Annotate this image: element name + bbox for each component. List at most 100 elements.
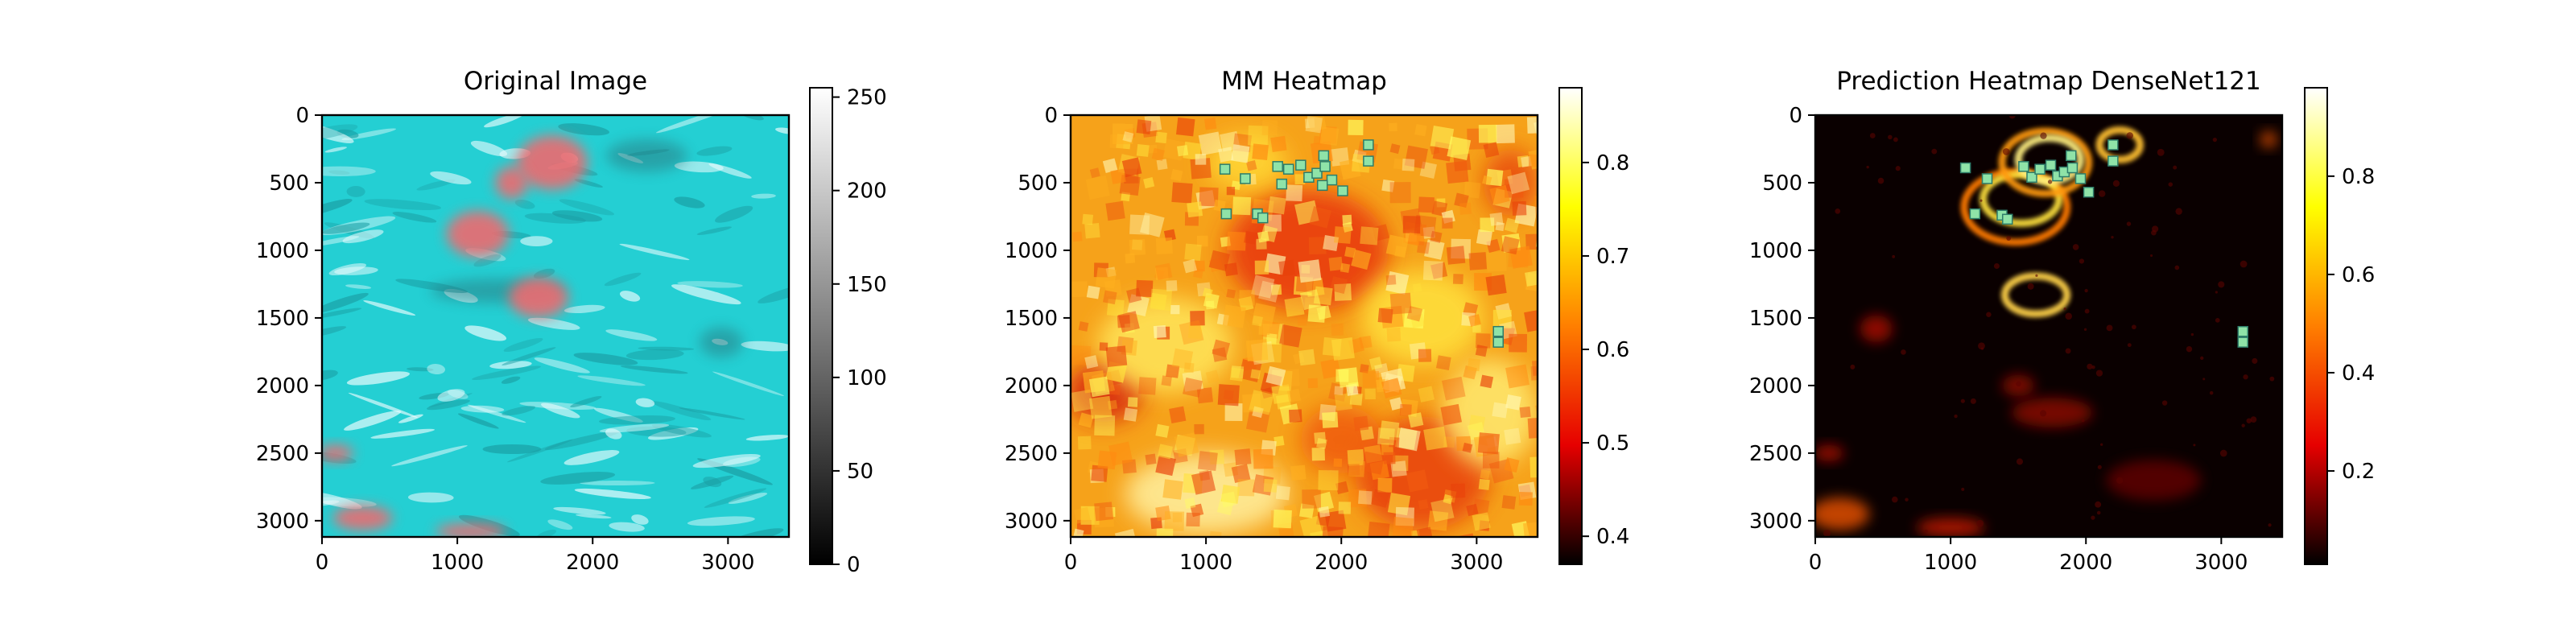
texture-tile bbox=[1260, 225, 1278, 243]
texture-streak bbox=[559, 199, 614, 216]
noise-speck bbox=[2112, 180, 2120, 187]
texture-tile bbox=[1122, 131, 1134, 142]
texture-tile bbox=[1112, 123, 1133, 145]
texture-tile bbox=[1161, 375, 1172, 386]
texture-streak bbox=[392, 212, 437, 223]
texture-tile bbox=[1273, 509, 1292, 529]
texture-tile bbox=[1339, 158, 1361, 180]
texture-tile bbox=[1400, 398, 1418, 417]
noise-speck bbox=[2095, 501, 2102, 508]
red-cloud-blob bbox=[517, 135, 588, 190]
texture-tile bbox=[1517, 155, 1530, 167]
texture-tile bbox=[1392, 516, 1414, 537]
texture-streak bbox=[345, 284, 372, 289]
texture-streak bbox=[775, 127, 789, 134]
noise-speck bbox=[2193, 444, 2196, 447]
texture-tile bbox=[1385, 275, 1397, 286]
texture-tile bbox=[1105, 506, 1116, 518]
texture-tile bbox=[1177, 145, 1189, 157]
texture-streak bbox=[687, 516, 755, 526]
texture-tile bbox=[1108, 441, 1133, 466]
texture-tile bbox=[1347, 449, 1364, 467]
texture-tile bbox=[1173, 448, 1188, 464]
annotation-marker bbox=[1492, 336, 1504, 348]
texture-tile bbox=[1504, 179, 1524, 198]
texture-tile bbox=[1351, 249, 1372, 270]
texture-tile bbox=[1531, 359, 1538, 376]
texture-tile bbox=[1307, 378, 1319, 389]
texture-tile bbox=[1170, 168, 1183, 182]
texture-streak bbox=[473, 254, 502, 267]
texture-tile bbox=[1155, 455, 1176, 477]
texture-streak bbox=[334, 266, 378, 275]
colorbar-tick-label: 0.2 bbox=[2342, 460, 2375, 484]
texture-streak bbox=[482, 444, 542, 455]
annotation-marker bbox=[2237, 325, 2248, 337]
texture-tile bbox=[1250, 369, 1261, 380]
noise-speck bbox=[2150, 254, 2153, 258]
texture-tile bbox=[1386, 327, 1402, 342]
noise-speck bbox=[2215, 317, 2220, 323]
texture-tile bbox=[1468, 252, 1488, 270]
texture-tile bbox=[1251, 303, 1276, 328]
texture-tile bbox=[1282, 369, 1300, 387]
texture-streak bbox=[674, 196, 705, 208]
colorbar-tick-label: 0.5 bbox=[1596, 431, 1629, 456]
texture-tile bbox=[1314, 431, 1327, 444]
texture-tile bbox=[1430, 126, 1455, 150]
texture-tile bbox=[1377, 427, 1395, 445]
texture-tile bbox=[1299, 515, 1323, 537]
noise-speck bbox=[2215, 291, 2218, 294]
texture-streak bbox=[502, 406, 536, 416]
annotation-marker bbox=[1363, 139, 1374, 151]
noise-speck bbox=[1978, 342, 1985, 350]
noise-speck bbox=[1835, 208, 1841, 214]
y-tick-label: 1500 bbox=[1005, 307, 1058, 331]
texture-tile bbox=[1126, 287, 1142, 303]
panel-title: Original Image bbox=[464, 67, 647, 96]
annotation-marker bbox=[1240, 173, 1251, 184]
texture-tile bbox=[1205, 300, 1215, 310]
dark-patch bbox=[606, 139, 687, 172]
texture-tile bbox=[1478, 478, 1490, 490]
noise-speck bbox=[2218, 281, 2225, 288]
noise-speck bbox=[2152, 225, 2159, 233]
noise-speck bbox=[2250, 416, 2257, 423]
texture-tile bbox=[1270, 284, 1282, 295]
texture-tile bbox=[1166, 364, 1180, 378]
colorbar-tick-label: 0.8 bbox=[1596, 151, 1629, 175]
x-tick-label: 2000 bbox=[566, 551, 619, 575]
texture-tile bbox=[1153, 324, 1166, 339]
texture-tile bbox=[1480, 469, 1491, 480]
texture-tile bbox=[1385, 234, 1410, 258]
texture-streak bbox=[677, 281, 743, 288]
texture-tile bbox=[1422, 260, 1443, 281]
texture-tile bbox=[1441, 376, 1466, 401]
texture-tile bbox=[1288, 409, 1302, 423]
texture-tile bbox=[1447, 136, 1472, 161]
texture-tile bbox=[1136, 279, 1154, 298]
noise-speck bbox=[2083, 328, 2087, 331]
texture-tile bbox=[1151, 147, 1166, 161]
noise-speck bbox=[2268, 523, 2272, 527]
y-tick-label: 2500 bbox=[1005, 442, 1058, 466]
texture-tile bbox=[1496, 124, 1515, 144]
texture-tile bbox=[1399, 403, 1412, 416]
texture-tile bbox=[1352, 149, 1367, 164]
texture-streak bbox=[671, 284, 741, 305]
axes-frame bbox=[320, 114, 791, 539]
texture-streak bbox=[745, 435, 789, 441]
texture-tile bbox=[1212, 339, 1231, 358]
texture-tile bbox=[1105, 345, 1128, 367]
texture-tile bbox=[1095, 267, 1117, 289]
texture-streak bbox=[605, 428, 622, 440]
texture-tile bbox=[1234, 448, 1252, 466]
texture-tile bbox=[1353, 415, 1369, 431]
texture-tile bbox=[1245, 160, 1257, 171]
texture-tile bbox=[1071, 345, 1092, 365]
texture-tile bbox=[1117, 311, 1140, 333]
y-tick-label: 1500 bbox=[1749, 307, 1802, 331]
texture-streak bbox=[715, 205, 753, 223]
texture-tile bbox=[1389, 292, 1412, 315]
